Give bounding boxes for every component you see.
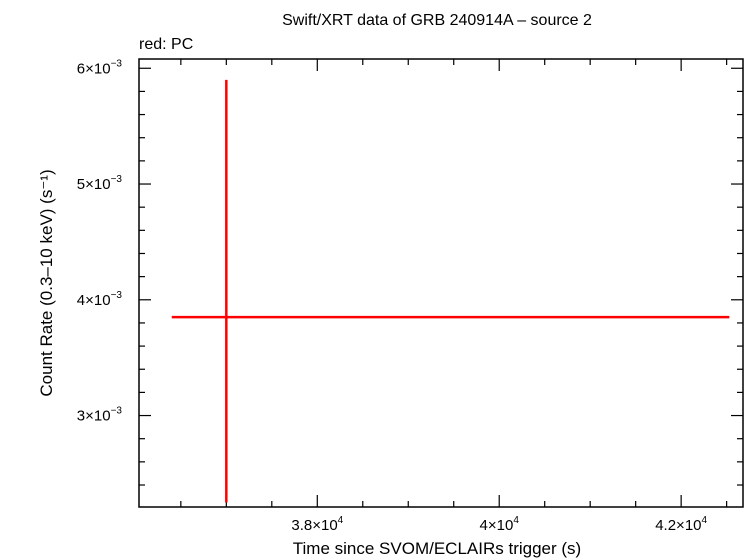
y-tick-label: 3×10−3	[77, 406, 123, 425]
chart-subtitle: red: PC	[139, 36, 193, 53]
x-axis-label: Time since SVOM/ECLAIRs trigger (s)	[293, 539, 581, 558]
y-tick-label: 4×10−3	[77, 290, 123, 309]
y-tick-label: 6×10−3	[77, 58, 123, 77]
x-axis-ticks	[180, 59, 728, 507]
x-tick-label: 3.8×104	[291, 515, 343, 534]
y-tick-label: 5×10−3	[77, 174, 123, 193]
x-tick-label: 4×104	[480, 515, 520, 534]
y-axis-ticks	[139, 67, 743, 486]
plot-frame	[138, 58, 744, 508]
x-axis-tick-labels: 3.8×104 4×104 4.2×104	[291, 515, 707, 534]
series-pc	[171, 79, 730, 503]
y-axis-tick-labels: 3×10−3 4×10−3 5×10−3 6×10−3	[77, 58, 123, 424]
y-axis-label: Count Rate (0.3–10 keV) (s⁻¹)	[37, 169, 56, 396]
chart-title: Swift/XRT data of GRB 240914A – source 2	[282, 12, 592, 29]
x-tick-label: 4.2×104	[655, 515, 707, 534]
